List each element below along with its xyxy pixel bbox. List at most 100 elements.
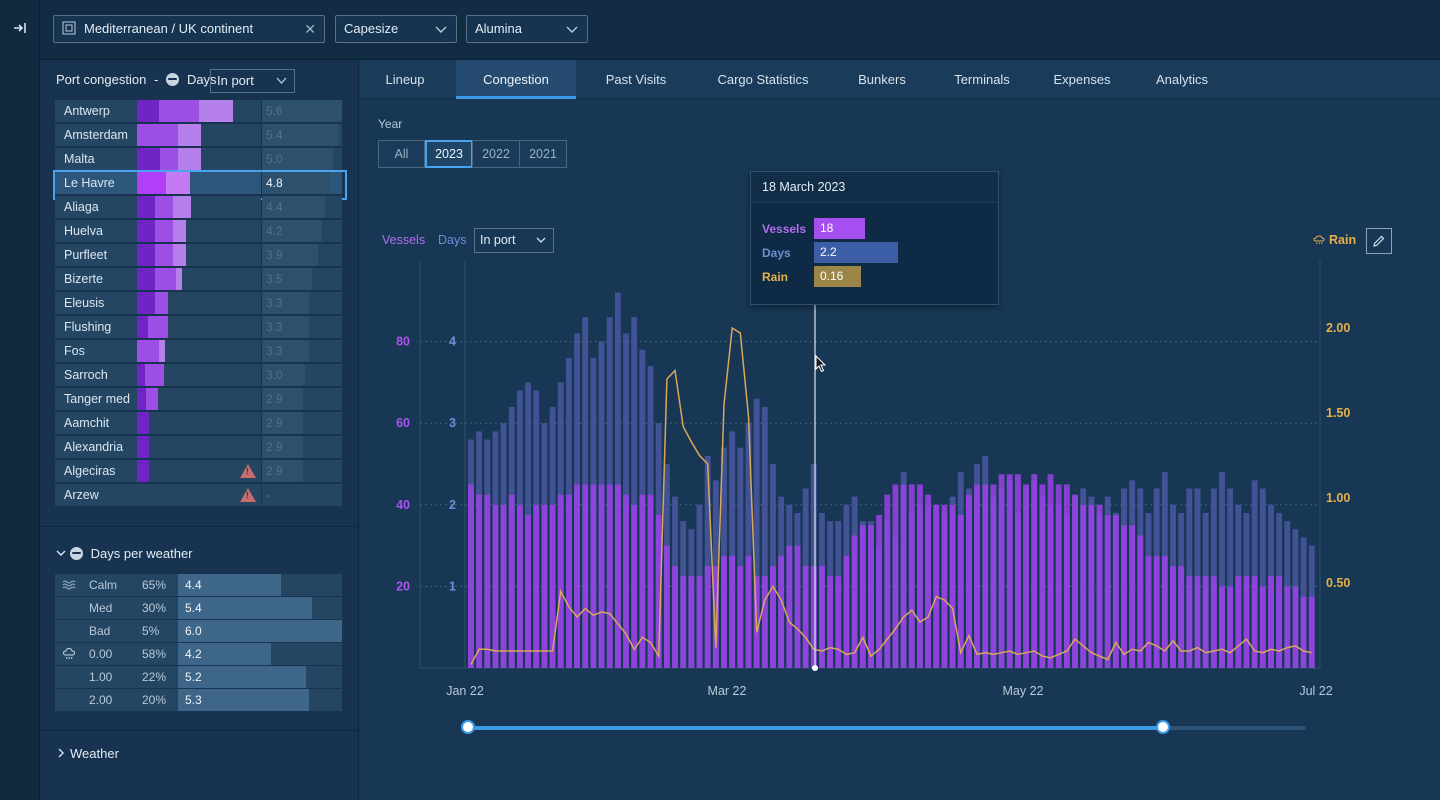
range-end-handle[interactable] [1156,720,1170,734]
port-row[interactable]: Eleusis 3.3 [55,291,343,315]
vessels-bar [639,494,646,668]
tab-bar: Lineup Congestion Past Visits Cargo Statist… [360,60,1440,99]
year-option-2023[interactable]: 2023 [425,140,473,168]
port-name: Amsterdam [55,124,137,146]
port-row[interactable]: Fos 3.3 [55,339,343,363]
year-option-2022[interactable]: 2022 [472,140,520,168]
tab-past-visits[interactable]: Past Visits [605,72,667,87]
vessel-class-select[interactable]: Capesize [335,15,457,43]
port-warning-cell [233,364,261,386]
hover-point [812,665,818,671]
weather-row: 2.00 20% 5.3 [55,688,343,711]
rain-line [470,326,1312,665]
x-tick-label: Mar 22 [708,684,747,698]
vessels-tick-label: 20 [396,579,410,593]
days-bar [761,406,768,668]
chart-mode-select[interactable]: In port [474,228,554,253]
weather-row: 0.00 58% 4.2 [55,642,343,665]
port-days-bar [137,220,233,242]
tab-analytics[interactable]: Analytics [1155,72,1209,87]
port-row[interactable]: Sarroch 3.0 [55,363,343,387]
congestion-chart[interactable]: 20 40 60 80 1 2 3 4 0.50 1.00 1.50 2.00 Jan 22 Mar 22… [360,255,1440,705]
port-row[interactable]: Arzew - [55,483,343,507]
port-name: Algeciras [55,460,137,482]
tab-cargo-statistics[interactable]: Cargo Statistics [717,72,809,87]
tab-expenses[interactable]: Expenses [1053,72,1111,87]
route-field[interactable]: Mediterranean / UK continent ✕ [53,15,325,43]
expand-sidebar-icon[interactable] [12,20,28,36]
port-row[interactable]: Bizerte 3.5 [55,267,343,291]
port-bar-segment [148,316,168,338]
port-days-bar [137,436,233,458]
days-bar [1259,488,1266,668]
port-value-text: 3.3 [266,320,283,334]
clear-route-icon[interactable]: ✕ [304,21,316,37]
port-row[interactable]: Tanger med 2.9 [55,387,343,411]
port-value: 3.0 [262,364,342,386]
port-warning-cell [233,292,261,314]
vessels-bar [533,504,540,668]
vessels-bar [1014,474,1021,668]
port-days-bar [137,412,233,434]
weather-section-header[interactable]: Weather [56,746,119,761]
vessels-bar [1170,566,1176,668]
weather-row: Bad 5% 6.0 [55,619,343,642]
port-value-text: 4.4 [266,200,283,214]
vessels-bar [484,494,491,668]
port-row[interactable]: Le Havre 4.8 [53,170,347,200]
warning-icon [240,488,256,502]
days-tick-label: 1 [449,579,456,593]
port-row[interactable]: Antwerp 5.6 [55,99,343,123]
port-name: Fos [55,340,137,362]
legend-vessels[interactable]: Vessels [382,233,426,247]
legend-rain[interactable]: Rain [1313,233,1356,247]
vessels-bar [1219,586,1225,668]
port-value-text: 3.9 [266,248,283,262]
tab-terminals[interactable]: Terminals [954,72,1010,87]
port-days-bar [137,460,233,482]
sidebar-mode-select[interactable]: In port [210,69,295,93]
rain-tick-label: 0.50 [1326,576,1350,590]
port-row[interactable]: Alexandria 2.9 [55,435,343,459]
weather-percent: 5% [138,620,178,642]
rain-tick-label: 2.00 [1326,321,1350,335]
port-row[interactable]: Purfleet 3.9 [55,243,343,267]
year-option-2021[interactable]: 2021 [519,140,567,168]
vessels-bar [631,504,638,668]
port-bar-segment [137,436,149,458]
legend-days[interactable]: Days [438,233,467,247]
port-bar-segment [137,268,155,290]
port-row[interactable]: Flushing 3.3 [55,315,343,339]
year-option-all[interactable]: All [378,140,425,168]
tab-lineup[interactable]: Lineup [385,72,425,87]
port-row[interactable]: Aamchit 2.9 [55,411,343,435]
port-name: Aamchit [55,412,137,434]
vessels-bar [1006,474,1013,668]
port-row[interactable]: Aliaga 4.4 [55,195,343,219]
port-value-text: 2.9 [266,464,283,478]
tab-bunkers[interactable]: Bunkers [858,72,906,87]
vessels-bar [737,566,744,668]
vessels-bar [1121,525,1127,668]
port-row[interactable]: Malta 5.0 [55,147,343,171]
vessels-bar [1096,504,1103,668]
port-value-text: 5.6 [266,104,283,118]
port-row[interactable]: Algeciras 2.9 [55,459,343,483]
vessels-tick-label: 60 [396,416,410,430]
port-value-text: 2.9 [266,416,283,430]
date-range-slider[interactable] [461,720,1306,734]
edit-button[interactable] [1366,228,1392,254]
section-divider [40,730,359,731]
port-row[interactable]: Huelva 4.2 [55,219,343,243]
range-start-handle[interactable] [461,720,475,734]
vessels-bar [1129,525,1136,668]
days-bar [614,292,621,668]
port-bar-segment [178,124,201,146]
days-per-weather-table: Calm 65% 4.4 Med 30% 5.4 Bad 5% 6.0 0.00 58% 4.2 1.0… [55,573,343,711]
days-per-weather-header[interactable]: Days per weather [56,546,193,561]
port-row[interactable]: Amsterdam 5.4 [55,123,343,147]
tab-congestion[interactable]: Congestion [456,60,576,99]
weather-label: Calm [83,574,138,596]
cargo-select[interactable]: Alumina [466,15,588,43]
weather-days-fill [178,666,306,688]
